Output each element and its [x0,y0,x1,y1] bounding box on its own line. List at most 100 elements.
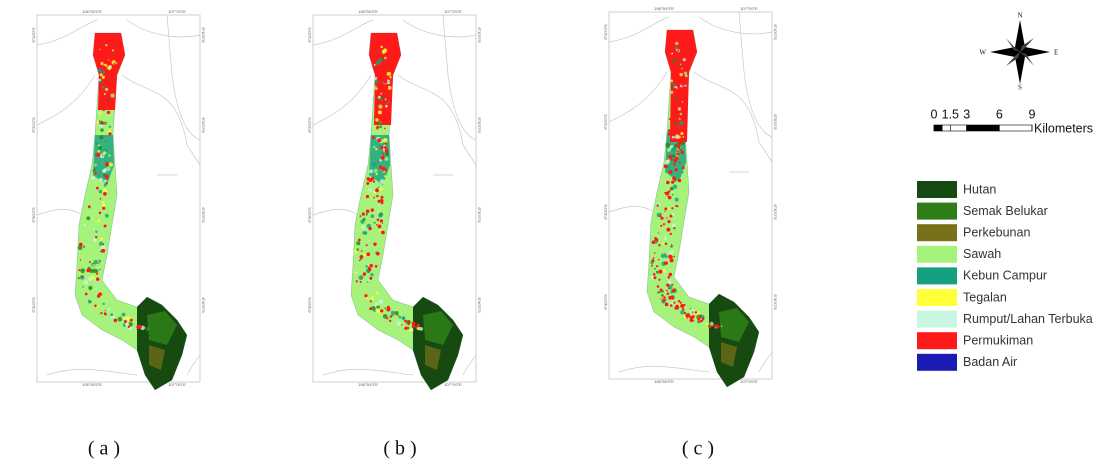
land-cover-patch [380,92,383,95]
settlement-patch [406,323,408,325]
coord-label: 107°0'0"E [444,9,462,14]
settlement-patch [386,46,389,49]
settlement-patch [382,154,385,157]
coord-label: 6°10'0"S [773,24,778,40]
land-cover-patch [106,306,109,309]
settlement-patch [384,149,389,153]
land-cover-patch [99,304,104,310]
settlement-patch [98,211,102,215]
land-cover-patch [674,144,678,148]
settlement-patch [664,253,666,255]
settlement-patch [682,109,684,111]
land-cover-patch [95,280,100,285]
settlement-patch [411,324,416,329]
land-cover-patch [121,312,126,317]
compass-north: N [1017,12,1022,20]
legend-label: Tegalan [963,290,1007,304]
settlement-patch [370,208,374,212]
settlement-patch [671,283,674,286]
land-cover-patch [103,183,107,187]
map-panel: 106°50'0"E 106°50'0"E 107°0'0"E 107°0'0"E 6°… [307,9,482,391]
settlement-patch [658,291,661,293]
compass-needle [990,47,1020,57]
settlement-patch [656,265,659,268]
land-cover-patch [88,299,91,302]
land-cover-patch [95,287,98,290]
land-cover-patch [82,286,84,288]
land-cover-patch [95,230,98,233]
settlement-patch [369,276,373,280]
settlement-patch [382,167,386,171]
settlement-patch [677,141,682,145]
land-cover-patch [661,242,665,245]
land-cover-patch [375,118,379,122]
land-cover-patch [103,93,106,95]
scale-unit: Kilometers [1034,121,1093,135]
land-cover-patch [101,75,106,79]
land-cover-patch [86,200,89,203]
land-cover-patch [92,238,97,242]
land-cover-perkebunan [425,345,441,370]
settlement-patch [105,162,109,167]
settlement-patch [675,74,678,77]
settlement-patch [715,324,719,328]
land-cover-patch [354,271,358,274]
settlement-patch [668,132,672,136]
settlement-patch [108,132,112,136]
legend-swatch [917,332,957,350]
settlement-patch [387,67,390,70]
settlement-patch [138,325,142,330]
settlement-patch [712,325,714,328]
settlement-patch [671,296,675,300]
land-cover-patch [673,306,675,309]
land-cover-patch [681,67,683,70]
coord-label: 6°20'0"S [31,117,36,133]
settlement-patch [654,237,657,240]
settlement-patch [78,242,83,247]
land-cover-patch [102,151,107,155]
boundary-line [442,14,477,141]
settlement-patch [665,191,670,196]
settlement-patch [671,130,674,134]
land-cover-patch [107,129,111,133]
land-cover-patch [77,265,83,270]
land-cover-patch [377,210,379,213]
settlement-patch [673,163,676,166]
land-cover-patch [77,277,80,280]
land-cover-patch [674,121,677,125]
land-cover-patch [375,98,378,101]
land-cover-patch [674,46,678,50]
settlement-patch [680,304,685,308]
boundary-line [166,14,201,141]
land-cover-patch [117,316,123,322]
land-cover-perkebunan [721,342,737,367]
land-cover-patch [675,95,679,99]
map-panel: 106°50'0"E 106°50'0"E 107°0'0"E 107°0'0"E 6°… [603,6,778,388]
coord-label: 106°50'0"E [358,9,378,14]
scale-label: 3 [963,107,970,121]
settlement-patch [672,176,676,181]
settlement-patch [407,323,410,326]
boundary-line [126,19,201,38]
land-cover-patch [667,280,672,284]
land-cover-semak [147,311,177,345]
settlement-patch [698,316,701,319]
legend-label: Kebun Campur [963,269,1047,283]
land-cover-patch [679,148,682,152]
settlement-patch [101,79,104,81]
settlement-patch [687,314,691,318]
settlement-patch [666,217,668,219]
settlement-patch [681,119,684,122]
settlement-patch [681,166,685,170]
settlement-patch [380,195,384,199]
coord-label: 6°10'0"S [31,27,36,43]
settlement-patch [113,68,116,72]
settlement-patch [127,325,130,328]
land-cover-patch [704,322,708,326]
scale-label: 0 [931,107,938,121]
settlement-patch [671,69,675,73]
settlement-patch [683,311,686,314]
land-cover-patch [373,168,378,173]
land-cover-patch [667,148,671,152]
land-cover-patch [98,189,103,194]
